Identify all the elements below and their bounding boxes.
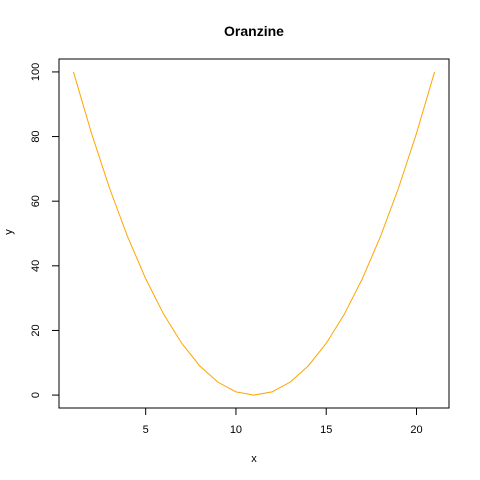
y-axis: 0 20 40 60 80 100 [30, 63, 59, 398]
x-tick-label: 15 [320, 424, 332, 436]
series-layer [72, 71, 436, 396]
plot-frame [58, 58, 450, 409]
y-tick-label: 0 [30, 392, 42, 398]
chart-title: Oranzine [224, 23, 284, 39]
series-line [72, 71, 436, 396]
x-tick-label: 10 [230, 424, 242, 436]
x-tick-label: 5 [143, 424, 149, 436]
y-tick-label: 80 [30, 130, 42, 142]
y-tick-label: 40 [30, 260, 42, 272]
x-axis: 5 10 15 20 [143, 408, 423, 436]
x-tick-label: 20 [410, 424, 422, 436]
x-axis-label: x [251, 453, 257, 465]
y-axis-label: y [3, 229, 15, 235]
y-tick-label: 20 [30, 324, 42, 336]
y-tick-label: 60 [30, 195, 42, 207]
y-tick-label: 100 [30, 63, 42, 81]
